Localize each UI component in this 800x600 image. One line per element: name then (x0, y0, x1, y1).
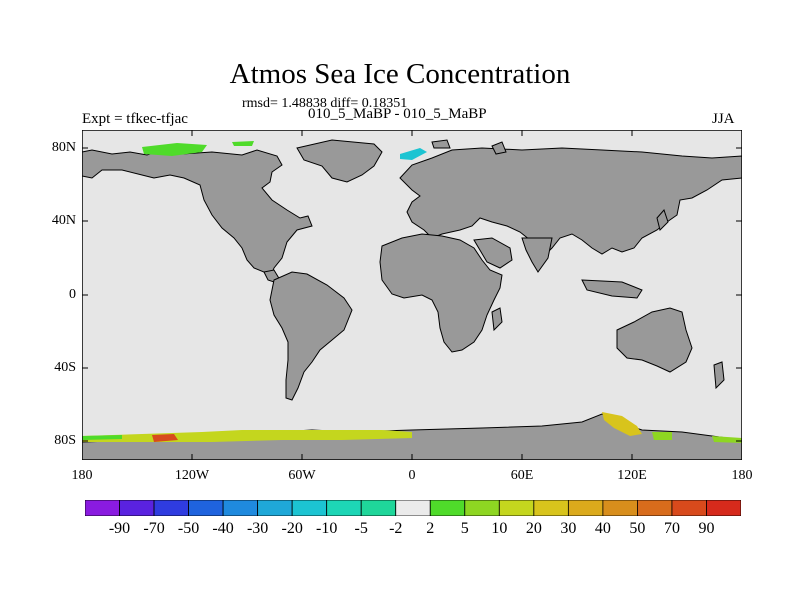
colorbar-label: -30 (246, 520, 269, 537)
colorbar (85, 500, 741, 516)
lon-label-180e: 180 (731, 468, 753, 483)
period-label: 010_5_MaBP - 010_5_MaBP (308, 106, 487, 122)
lon-label-120w: 120W (174, 468, 210, 483)
lon-label-60w: 60W (288, 468, 316, 483)
colorbar-label: -5 (354, 520, 368, 537)
colorbar-box (326, 500, 362, 516)
lon-label-0: 0 (408, 468, 416, 483)
world-map (82, 130, 742, 460)
lon-label-60e: 60E (510, 468, 534, 483)
colorbar-label: 20 (525, 520, 542, 537)
rmsd-diff-stats: rmsd= 1.48838 diff= 0.18351 (242, 96, 408, 111)
colorbar-label: 90 (698, 520, 715, 537)
land-south-america (269, 271, 353, 401)
colorbar-box (464, 500, 500, 516)
colorbar-label: -2 (389, 520, 403, 537)
seaice-diff-arctic-cyan (400, 148, 427, 160)
colorbar-box (119, 500, 155, 516)
land-africa (379, 233, 503, 353)
colorbar-box (671, 500, 707, 516)
colorbar-box (291, 500, 328, 516)
colorbar-box (602, 500, 638, 516)
colorbar-label: -40 (212, 520, 234, 537)
colorbar-box (567, 500, 604, 516)
colorbar-label: 2 (426, 520, 435, 537)
land-india (521, 237, 553, 273)
seaice-diff-southern-east2 (652, 432, 672, 440)
colorbar-box (637, 500, 673, 516)
land-japan (656, 209, 669, 231)
land-novaya-zemlya (491, 141, 507, 155)
colorbar-label: 40 (594, 520, 611, 537)
seaice-diff-arctic-west-small (232, 141, 254, 146)
colorbar-box (533, 500, 569, 516)
colorbar-box (429, 500, 466, 516)
seaice-diff-southern-east (602, 412, 642, 436)
land-australia (616, 307, 693, 373)
seaice-diff-southern-green (82, 435, 122, 440)
land-indonesia (581, 279, 643, 299)
colorbar-label: 10 (491, 520, 508, 537)
colorbar-label: 30 (560, 520, 577, 537)
colorbar-label: 50 (629, 520, 646, 537)
season-label: JJA (712, 111, 735, 127)
colorbar-box (706, 500, 741, 516)
lat-label-40s: 40S (54, 360, 76, 375)
colorbar-label: -70 (143, 520, 165, 537)
colorbar-label: -20 (281, 520, 303, 537)
colorbar-box (257, 500, 293, 516)
colorbar-box (153, 500, 189, 516)
experiment-label: Expt = tfkec-tfjac (82, 111, 188, 127)
colorbar-label: 5 (460, 520, 469, 537)
colorbar-label: -50 (177, 520, 200, 537)
land-north-america (82, 149, 313, 279)
colorbar-box (188, 500, 224, 516)
map-title: Atmos Sea Ice Concentration (229, 58, 571, 90)
land-eurasia (399, 147, 742, 257)
colorbar-box (222, 500, 259, 516)
land-arabia (473, 237, 513, 269)
colorbar-box (360, 500, 397, 516)
seaice-diff-arctic-west (142, 143, 207, 156)
lat-label-0: 0 (69, 287, 76, 302)
lat-label-80s: 80S (54, 433, 76, 448)
colorbar-label: -90 (108, 520, 131, 537)
colorbar-label: -10 (316, 520, 338, 537)
lon-label-180w: 180 (71, 468, 93, 483)
land-svalbard (431, 139, 451, 149)
colorbar-box (85, 500, 120, 516)
seaice-diff-southern-red (152, 434, 178, 442)
land-greenland (296, 139, 383, 183)
land-new-zealand (713, 361, 725, 390)
lat-label-40n: 40N (51, 213, 76, 228)
lon-label-120e: 120E (617, 468, 647, 483)
colorbar-box (395, 500, 431, 516)
seaice-diff-southern-east3 (712, 436, 742, 443)
lat-label-80n: 80N (51, 140, 76, 155)
colorbar-box (498, 500, 535, 516)
axis-ticks (82, 130, 742, 460)
colorbar-label: 70 (663, 520, 680, 537)
land-madagascar (491, 307, 503, 332)
